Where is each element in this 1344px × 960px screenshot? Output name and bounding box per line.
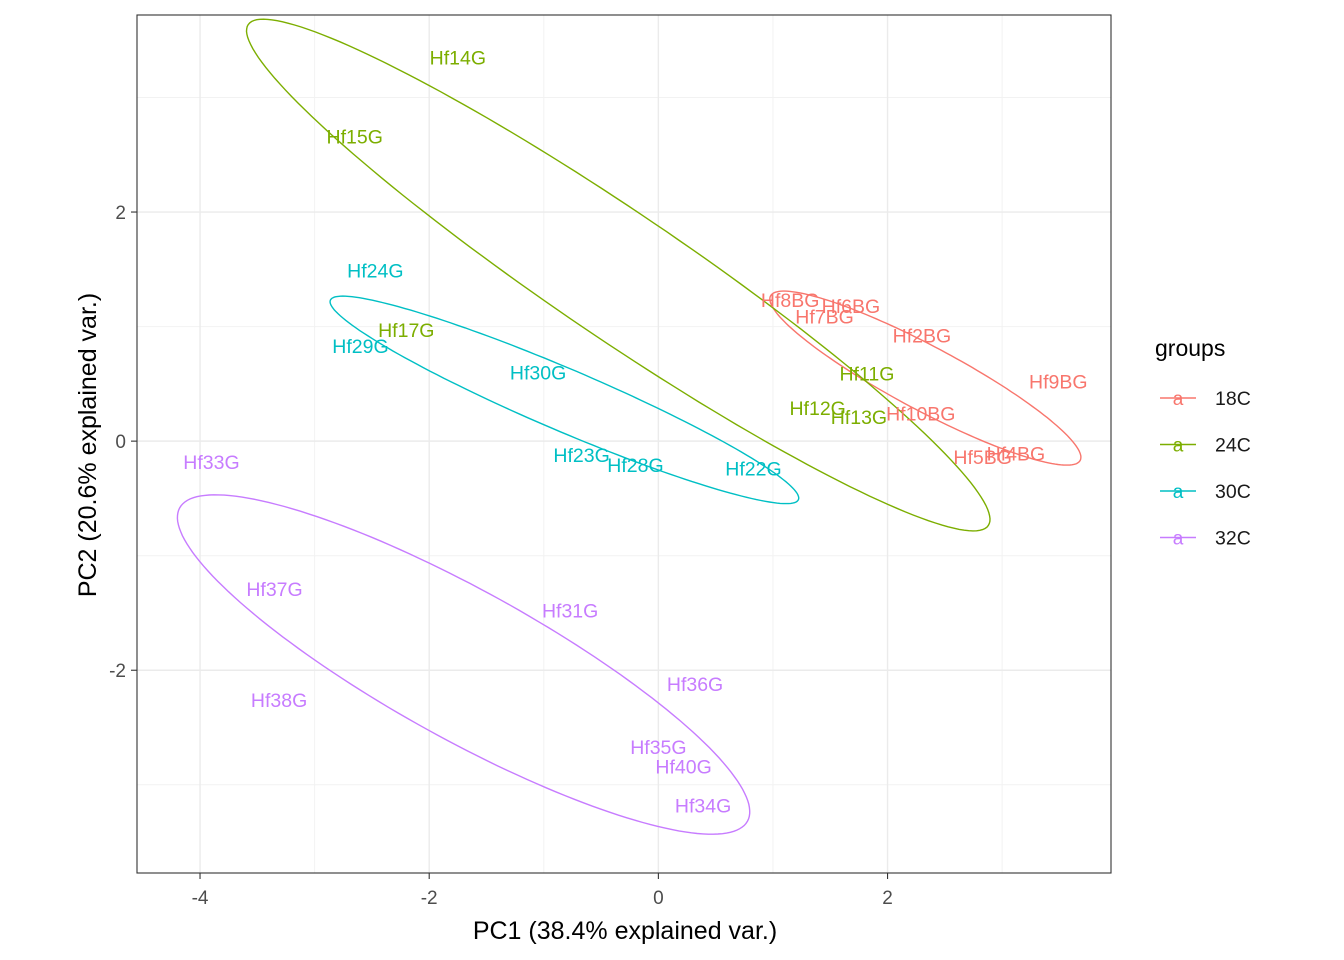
y-tick-label: -2 (109, 661, 126, 682)
point-label-Hf31G: Hf31G (542, 601, 598, 623)
axes: -4 -2 0 2 -2 0 2 (109, 203, 893, 909)
point-label-Hf40G: Hf40G (655, 756, 711, 778)
point-label-Hf8BG: Hf8BG (761, 290, 820, 312)
point-label-Hf24G: Hf24G (347, 260, 403, 282)
point-label-Hf4BG: Hf4BG (987, 444, 1046, 466)
group-ellipses (176, 18, 1082, 835)
x-tick-label: 2 (882, 888, 893, 909)
point-label-Hf38G: Hf38G (251, 690, 307, 712)
point-label-Hf10BG: Hf10BG (886, 404, 955, 426)
point-label-Hf29G: Hf29G (332, 336, 388, 358)
x-tick-label: -4 (192, 888, 209, 909)
legend-label: 24C (1215, 435, 1251, 457)
legend-entry-18C: a 18C (1160, 388, 1251, 410)
point-label-Hf2BG: Hf2BG (893, 326, 952, 348)
point-label-Hf30G: Hf30G (510, 362, 566, 384)
legend: groups a 18C a 24C a 30C a 32C (1155, 335, 1251, 550)
point-label-Hf12G: Hf12G (789, 398, 845, 420)
legend-key-glyph: a (1173, 436, 1184, 457)
legend-label: 18C (1215, 388, 1251, 410)
point-label-Hf23G: Hf23G (553, 445, 609, 467)
ellipse-24C (245, 18, 991, 532)
point-label-Hf34G: Hf34G (675, 795, 731, 817)
x-tick-label: 0 (653, 888, 664, 909)
legend-entry-30C: a 30C (1160, 481, 1251, 503)
x-axis-title: PC1 (38.4% explained var.) (473, 917, 777, 945)
legend-label: 30C (1215, 481, 1251, 503)
legend-entry-24C: a 24C (1160, 435, 1251, 457)
grid-lines (137, 15, 1111, 873)
point-label-Hf36G: Hf36G (667, 674, 723, 696)
point-label-Hf5BG: Hf5BG (953, 447, 1012, 469)
panel-border (136, 14, 1112, 874)
legend-key-glyph: a (1173, 529, 1184, 550)
point-label-Hf11G: Hf11G (839, 364, 894, 386)
point-label-Hf35G: Hf35G (630, 737, 686, 759)
ellipse-32C (176, 494, 751, 835)
point-label-Hf6BG: Hf6BG (822, 296, 881, 318)
point-label-Hf22G: Hf22G (725, 459, 781, 481)
point-label-Hf15G: Hf15G (327, 126, 383, 148)
y-tick-label: 0 (115, 432, 126, 453)
x-tick-label: -2 (421, 888, 438, 909)
point-label-Hf9BG: Hf9BG (1029, 372, 1088, 394)
y-tick-label: 2 (115, 203, 126, 224)
point-label-Hf13G: Hf13G (831, 407, 887, 429)
point-label-Hf14G: Hf14G (430, 47, 486, 69)
legend-title: groups (1155, 335, 1225, 361)
legend-entry-32C: a 32C (1160, 528, 1251, 550)
point-label-Hf33G: Hf33G (183, 452, 239, 474)
ellipse-18C (769, 290, 1082, 466)
legend-key-glyph: a (1173, 389, 1184, 410)
point-label-Hf7BG: Hf7BG (795, 306, 854, 328)
y-axis-title: PC2 (20.6% explained var.) (74, 293, 102, 597)
legend-key-glyph: a (1173, 482, 1184, 503)
legend-label: 32C (1215, 528, 1251, 550)
ellipse-30C (329, 295, 800, 505)
legend-entries: a 18C a 24C a 30C a 32C (1160, 388, 1251, 550)
point-label-Hf28G: Hf28G (607, 455, 663, 477)
point-label-Hf17G: Hf17G (378, 320, 434, 342)
point-label-Hf37G: Hf37G (246, 579, 302, 601)
